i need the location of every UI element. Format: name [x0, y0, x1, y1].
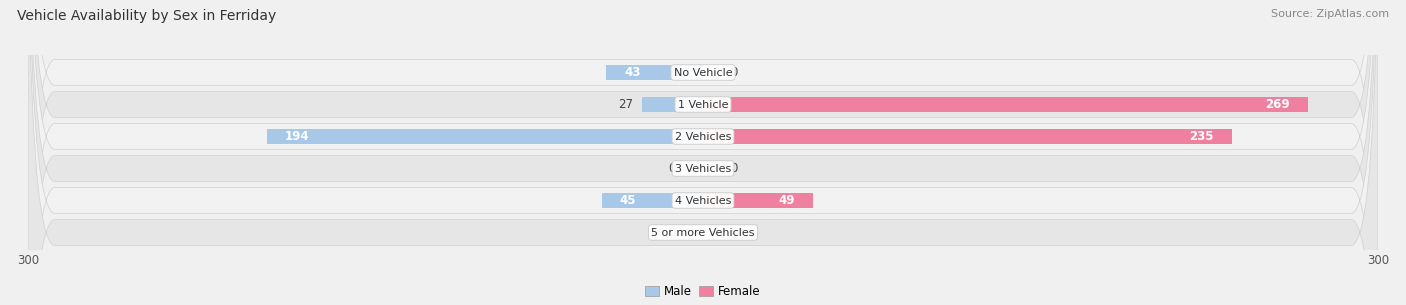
Text: 27: 27	[619, 98, 633, 111]
Text: Vehicle Availability by Sex in Ferriday: Vehicle Availability by Sex in Ferriday	[17, 9, 276, 23]
Bar	[267, 129, 703, 144]
Legend: Male, Female: Male, Female	[641, 280, 765, 303]
Text: 235: 235	[1189, 130, 1213, 143]
FancyBboxPatch shape	[28, 0, 1378, 305]
Text: 43: 43	[624, 66, 641, 79]
Text: 45: 45	[620, 194, 637, 207]
Text: No Vehicle: No Vehicle	[673, 67, 733, 77]
Bar	[606, 65, 703, 80]
Text: 49: 49	[779, 194, 796, 207]
Bar	[703, 97, 1308, 112]
Text: 0: 0	[669, 162, 676, 175]
Text: 0: 0	[730, 66, 737, 79]
Bar	[602, 193, 703, 208]
FancyBboxPatch shape	[28, 0, 1378, 305]
Text: 0: 0	[730, 226, 737, 239]
FancyBboxPatch shape	[28, 0, 1378, 305]
FancyBboxPatch shape	[28, 0, 1378, 305]
Text: 5 or more Vehicles: 5 or more Vehicles	[651, 228, 755, 238]
Text: Source: ZipAtlas.com: Source: ZipAtlas.com	[1271, 9, 1389, 19]
Bar	[643, 97, 703, 112]
Text: 0: 0	[730, 162, 737, 175]
FancyBboxPatch shape	[28, 0, 1378, 305]
FancyBboxPatch shape	[28, 0, 1378, 305]
Text: 0: 0	[669, 226, 676, 239]
Text: 3 Vehicles: 3 Vehicles	[675, 163, 731, 174]
Bar	[703, 193, 813, 208]
Text: 269: 269	[1265, 98, 1291, 111]
Bar	[703, 129, 1232, 144]
Text: 194: 194	[284, 130, 309, 143]
Text: 4 Vehicles: 4 Vehicles	[675, 196, 731, 206]
Text: 1 Vehicle: 1 Vehicle	[678, 99, 728, 109]
Text: 2 Vehicles: 2 Vehicles	[675, 131, 731, 142]
